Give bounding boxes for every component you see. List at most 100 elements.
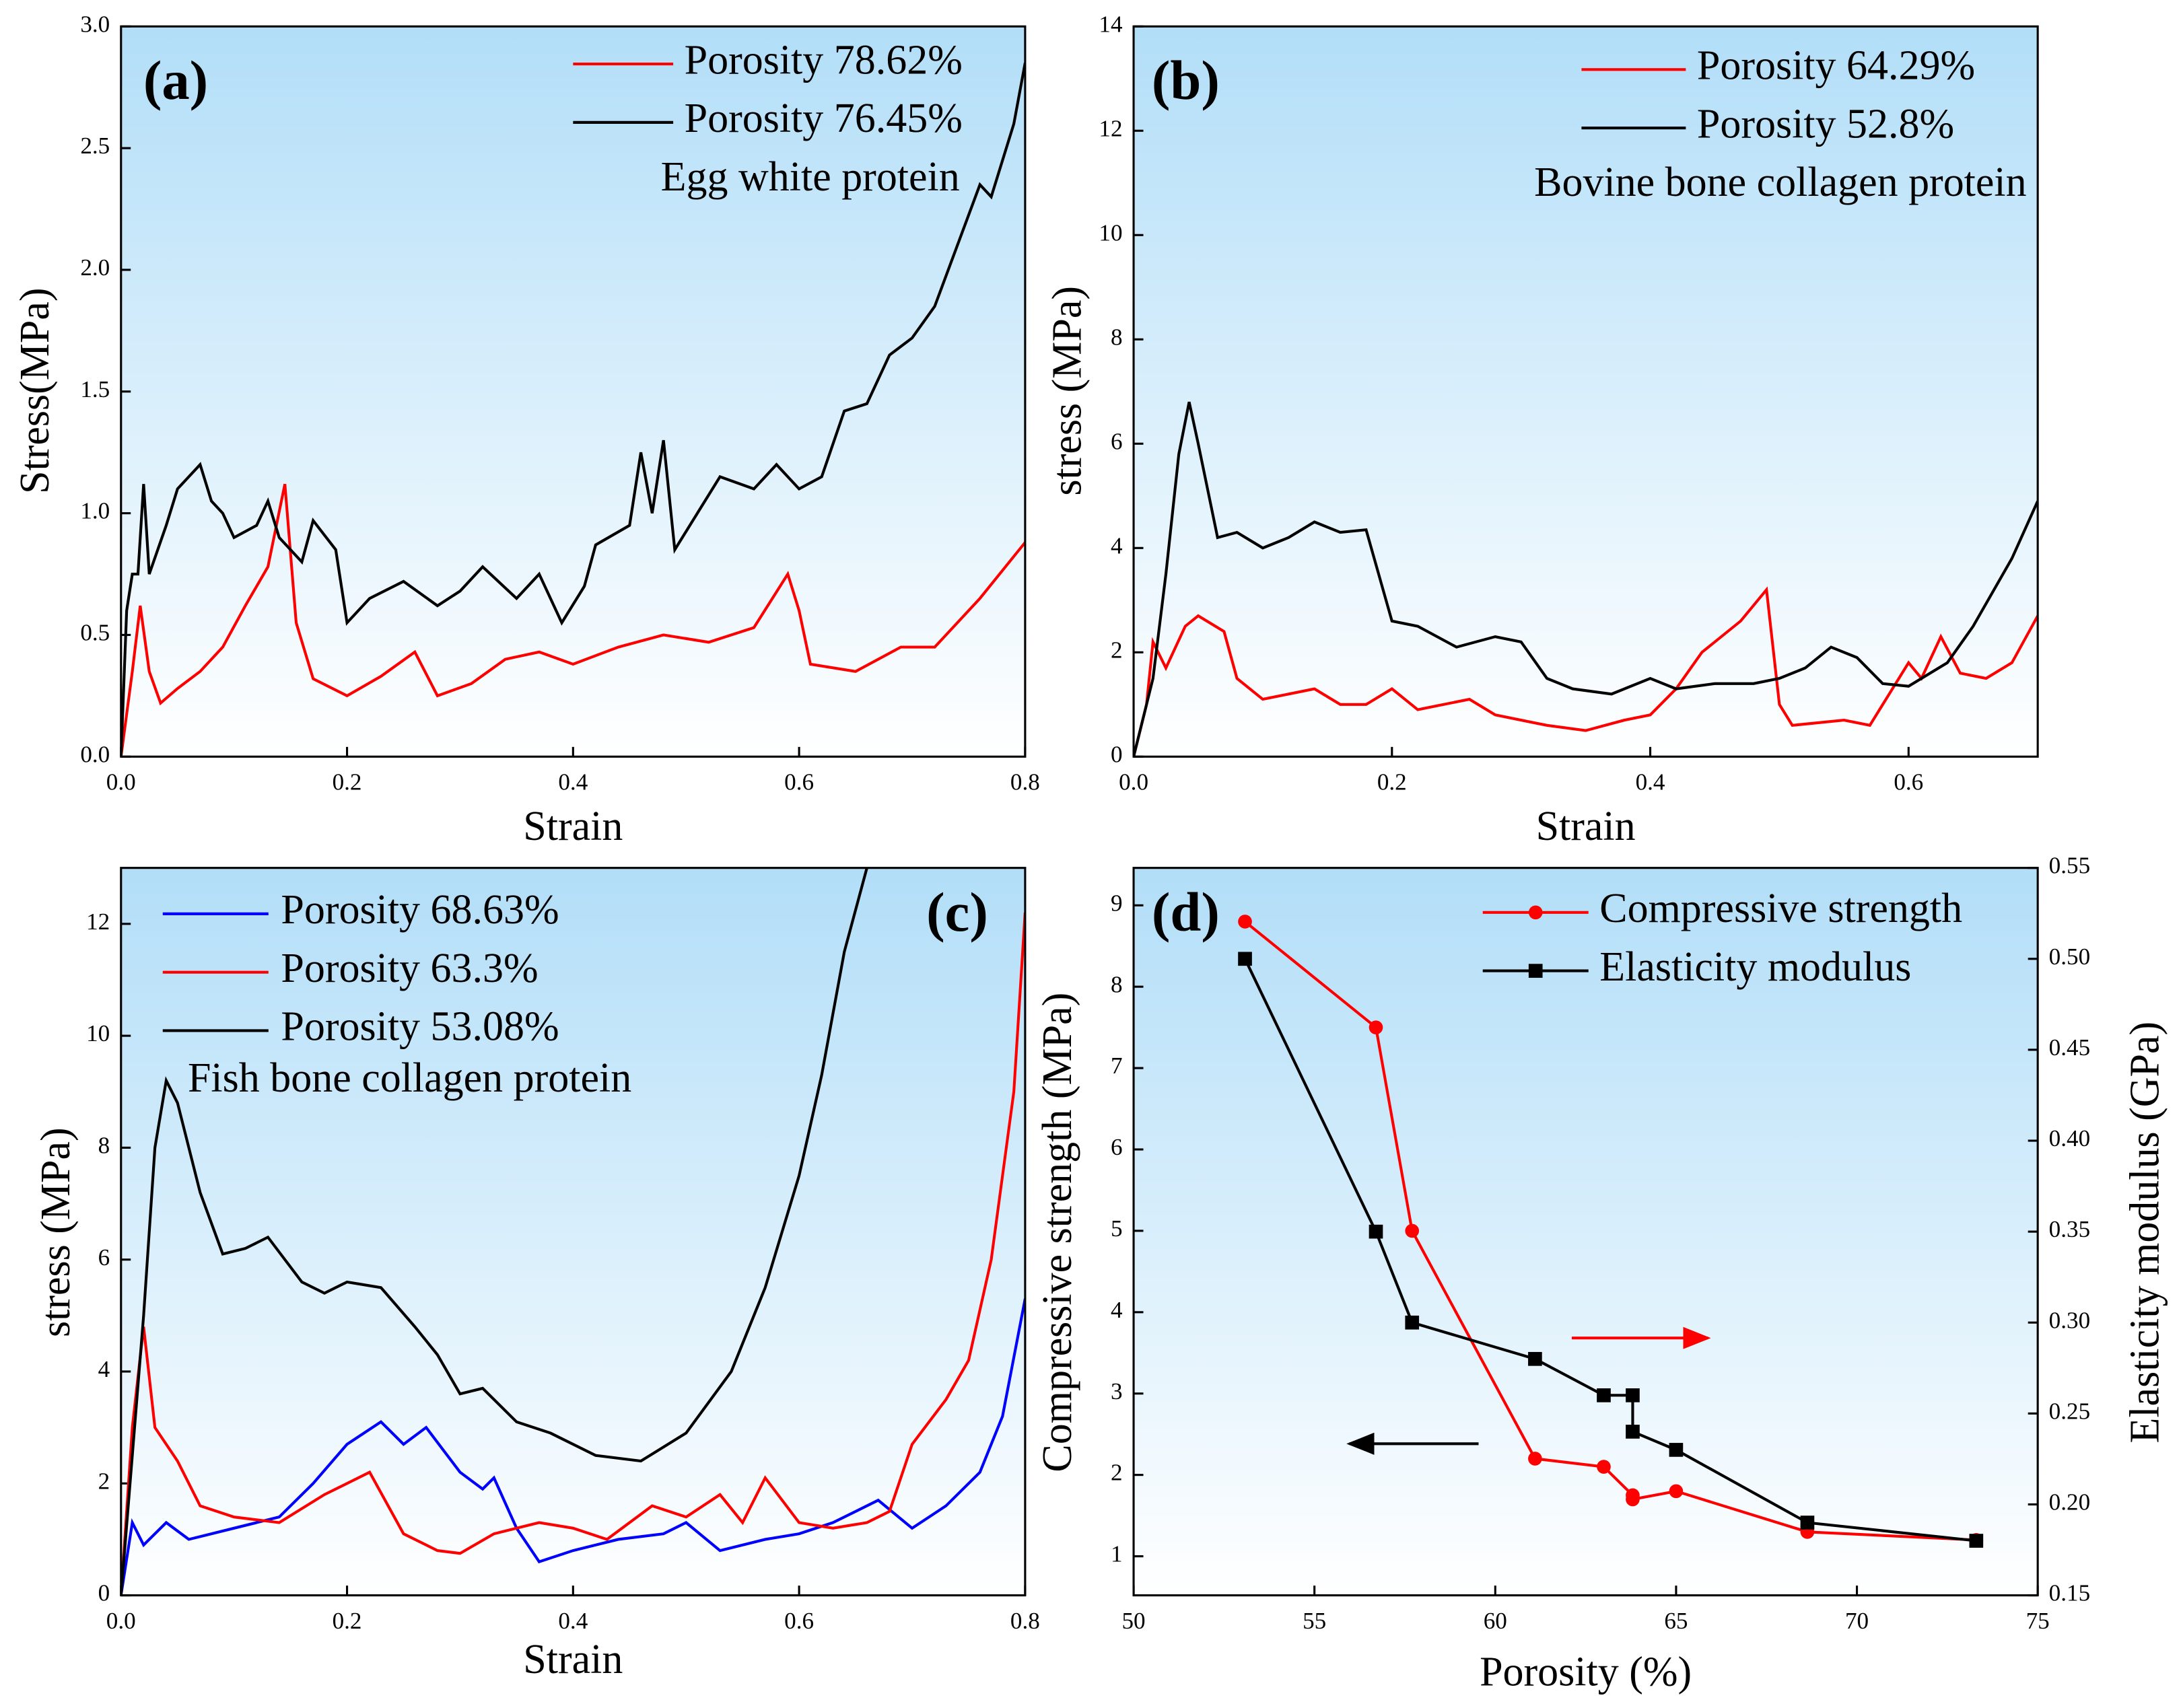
y-tick-label: 14 bbox=[1099, 11, 1123, 37]
legend-marker bbox=[1528, 905, 1543, 920]
plot-area bbox=[120, 867, 1025, 1596]
plot-frame bbox=[120, 25, 1027, 758]
panel-label: (b) bbox=[1152, 49, 1220, 111]
marker bbox=[1369, 1020, 1383, 1034]
y2-tick-label: 0.35 bbox=[2049, 1216, 2090, 1242]
x-tick-label: 0.2 bbox=[333, 769, 362, 795]
y-tick-label: 6 bbox=[1111, 428, 1123, 454]
y-tick-label: 4 bbox=[1111, 1297, 1123, 1323]
x-tick-label: 0.4 bbox=[558, 769, 588, 795]
y-tick-label: 3.0 bbox=[80, 11, 110, 37]
y-tick-label: 5 bbox=[1111, 1215, 1123, 1242]
y-tick-label: 6 bbox=[1111, 1134, 1123, 1160]
panel-label: (c) bbox=[926, 881, 988, 943]
y2-tick-label: 0.20 bbox=[2049, 1489, 2090, 1516]
y-tick-label: 1.0 bbox=[80, 498, 110, 524]
legend-marker bbox=[1528, 964, 1543, 978]
y-tick-label: 0 bbox=[1111, 741, 1123, 767]
y-tick-label: 7 bbox=[1111, 1053, 1123, 1079]
marker bbox=[1528, 1452, 1542, 1466]
y-axis-label: Compressive strength (MPa) bbox=[1035, 993, 1080, 1472]
x-tick-label: 0.6 bbox=[784, 1608, 814, 1634]
marker bbox=[1800, 1516, 1815, 1530]
marker bbox=[1597, 1460, 1611, 1474]
y2-tick-label: 0.50 bbox=[2049, 944, 2090, 970]
x-tick-label: 60 bbox=[1484, 1608, 1507, 1634]
y-tick-label: 10 bbox=[1099, 219, 1122, 246]
x-tick-label: 0.2 bbox=[1377, 769, 1407, 795]
series-line bbox=[120, 483, 1025, 757]
panels: 0.0 0.2 0.4 0.6 0.8 0.0 0.5 1.0 1.5 2.0 2.5 3.0 Poro… bbox=[12, 11, 2168, 1695]
legend-label: Porosity 78.62% bbox=[685, 37, 963, 83]
y2-tick-label: 0.15 bbox=[2049, 1580, 2090, 1606]
legend-label: Porosity 76.45% bbox=[685, 96, 963, 141]
marker bbox=[1405, 1315, 1420, 1330]
y-tick-label: 2.0 bbox=[80, 254, 110, 281]
series-line bbox=[1244, 920, 1976, 1542]
y-tick-label: 8 bbox=[1111, 971, 1123, 997]
y-tick-label: 2 bbox=[1111, 1460, 1123, 1486]
legend-label: Porosity 53.08% bbox=[281, 1004, 559, 1050]
marker bbox=[1669, 1484, 1684, 1499]
plot-area bbox=[120, 26, 1025, 757]
y-tick-label: 4 bbox=[1111, 532, 1123, 559]
x-tick-label: 55 bbox=[1303, 1608, 1326, 1634]
y2-tick-label: 0.40 bbox=[2049, 1125, 2090, 1151]
legend-label: Compressive strength bbox=[1599, 886, 1962, 931]
panel: 0.0 0.2 0.4 0.6 0.8 0.0 0.5 1.0 1.5 2.0 2.5 3.0 Poro… bbox=[12, 11, 1040, 849]
y-tick-label: 4 bbox=[98, 1356, 110, 1382]
annotation: Egg white protein bbox=[661, 154, 960, 200]
y-tick-label: 0.5 bbox=[80, 620, 110, 646]
plot-frame bbox=[1132, 867, 2039, 1597]
panel-label: (d) bbox=[1152, 881, 1220, 943]
legend-label: Porosity 64.29% bbox=[1697, 43, 1975, 89]
y-tick-label: 12 bbox=[1099, 115, 1122, 141]
plot-area bbox=[1134, 26, 2038, 757]
y-tick-label: 2.5 bbox=[80, 133, 110, 159]
y2-tick-label: 0.25 bbox=[2049, 1398, 2090, 1424]
x-tick-label: 0.0 bbox=[1119, 769, 1148, 795]
marker bbox=[1528, 1351, 1542, 1366]
y-tick-label: 2 bbox=[1111, 637, 1123, 663]
marker bbox=[1626, 1388, 1640, 1402]
y2-tick-label: 0.30 bbox=[2049, 1307, 2090, 1333]
y-tick-label: 0.0 bbox=[80, 741, 110, 767]
x-tick-label: 0.0 bbox=[106, 1608, 136, 1634]
y-tick-label: 1 bbox=[1111, 1541, 1123, 1567]
marker bbox=[1405, 1223, 1420, 1238]
x-axis-label: Strain bbox=[523, 804, 623, 849]
x-tick-label: 70 bbox=[1845, 1608, 1869, 1634]
plot-frame bbox=[120, 867, 1027, 1597]
y-tick-label: 2 bbox=[98, 1468, 110, 1494]
legend-label: Elasticity modulus bbox=[1599, 944, 1911, 990]
panel-label: (a) bbox=[143, 49, 208, 111]
series-line bbox=[120, 867, 868, 1596]
y-tick-label: 10 bbox=[86, 1020, 110, 1046]
panel: 50 55 60 65 70 75 1 2 3 4 5 6 7 8 9 0.15 0.20 0.25 0.30 0.3… bbox=[1035, 853, 2168, 1695]
marker bbox=[1597, 1388, 1611, 1402]
plot-area bbox=[1134, 867, 2038, 1596]
marker bbox=[1626, 1492, 1640, 1507]
x-tick-label: 0.6 bbox=[1894, 769, 1923, 795]
marker bbox=[1626, 1425, 1640, 1439]
y2-tick-label: 0.55 bbox=[2049, 853, 2090, 879]
marker bbox=[1238, 952, 1252, 966]
legend-label: Porosity 68.63% bbox=[281, 887, 559, 933]
marker bbox=[1669, 1443, 1684, 1457]
x-tick-label: 0.2 bbox=[333, 1608, 362, 1634]
legend-label: Porosity 52.8% bbox=[1697, 101, 1954, 147]
legend-label: Porosity 63.3% bbox=[281, 946, 538, 991]
x-tick-label: 0.6 bbox=[784, 769, 814, 795]
marker bbox=[1369, 1224, 1383, 1239]
x-tick-label: 0.8 bbox=[1010, 769, 1040, 795]
x-axis-label: Porosity (%) bbox=[1480, 1649, 1692, 1695]
panel: 0.0 0.2 0.4 0.6 0.8 0 2 4 6 8 10 12 Porosity 68.63% P… bbox=[33, 867, 1040, 1682]
y-tick-label: 8 bbox=[98, 1132, 110, 1158]
series-line bbox=[120, 913, 1025, 1596]
y-tick-label: 0 bbox=[98, 1580, 110, 1606]
x-tick-label: 0.0 bbox=[106, 769, 136, 795]
y-axis-label: stress (MPa) bbox=[33, 1127, 79, 1337]
y-tick-label: 8 bbox=[1111, 324, 1123, 350]
series-line bbox=[1134, 586, 2038, 757]
